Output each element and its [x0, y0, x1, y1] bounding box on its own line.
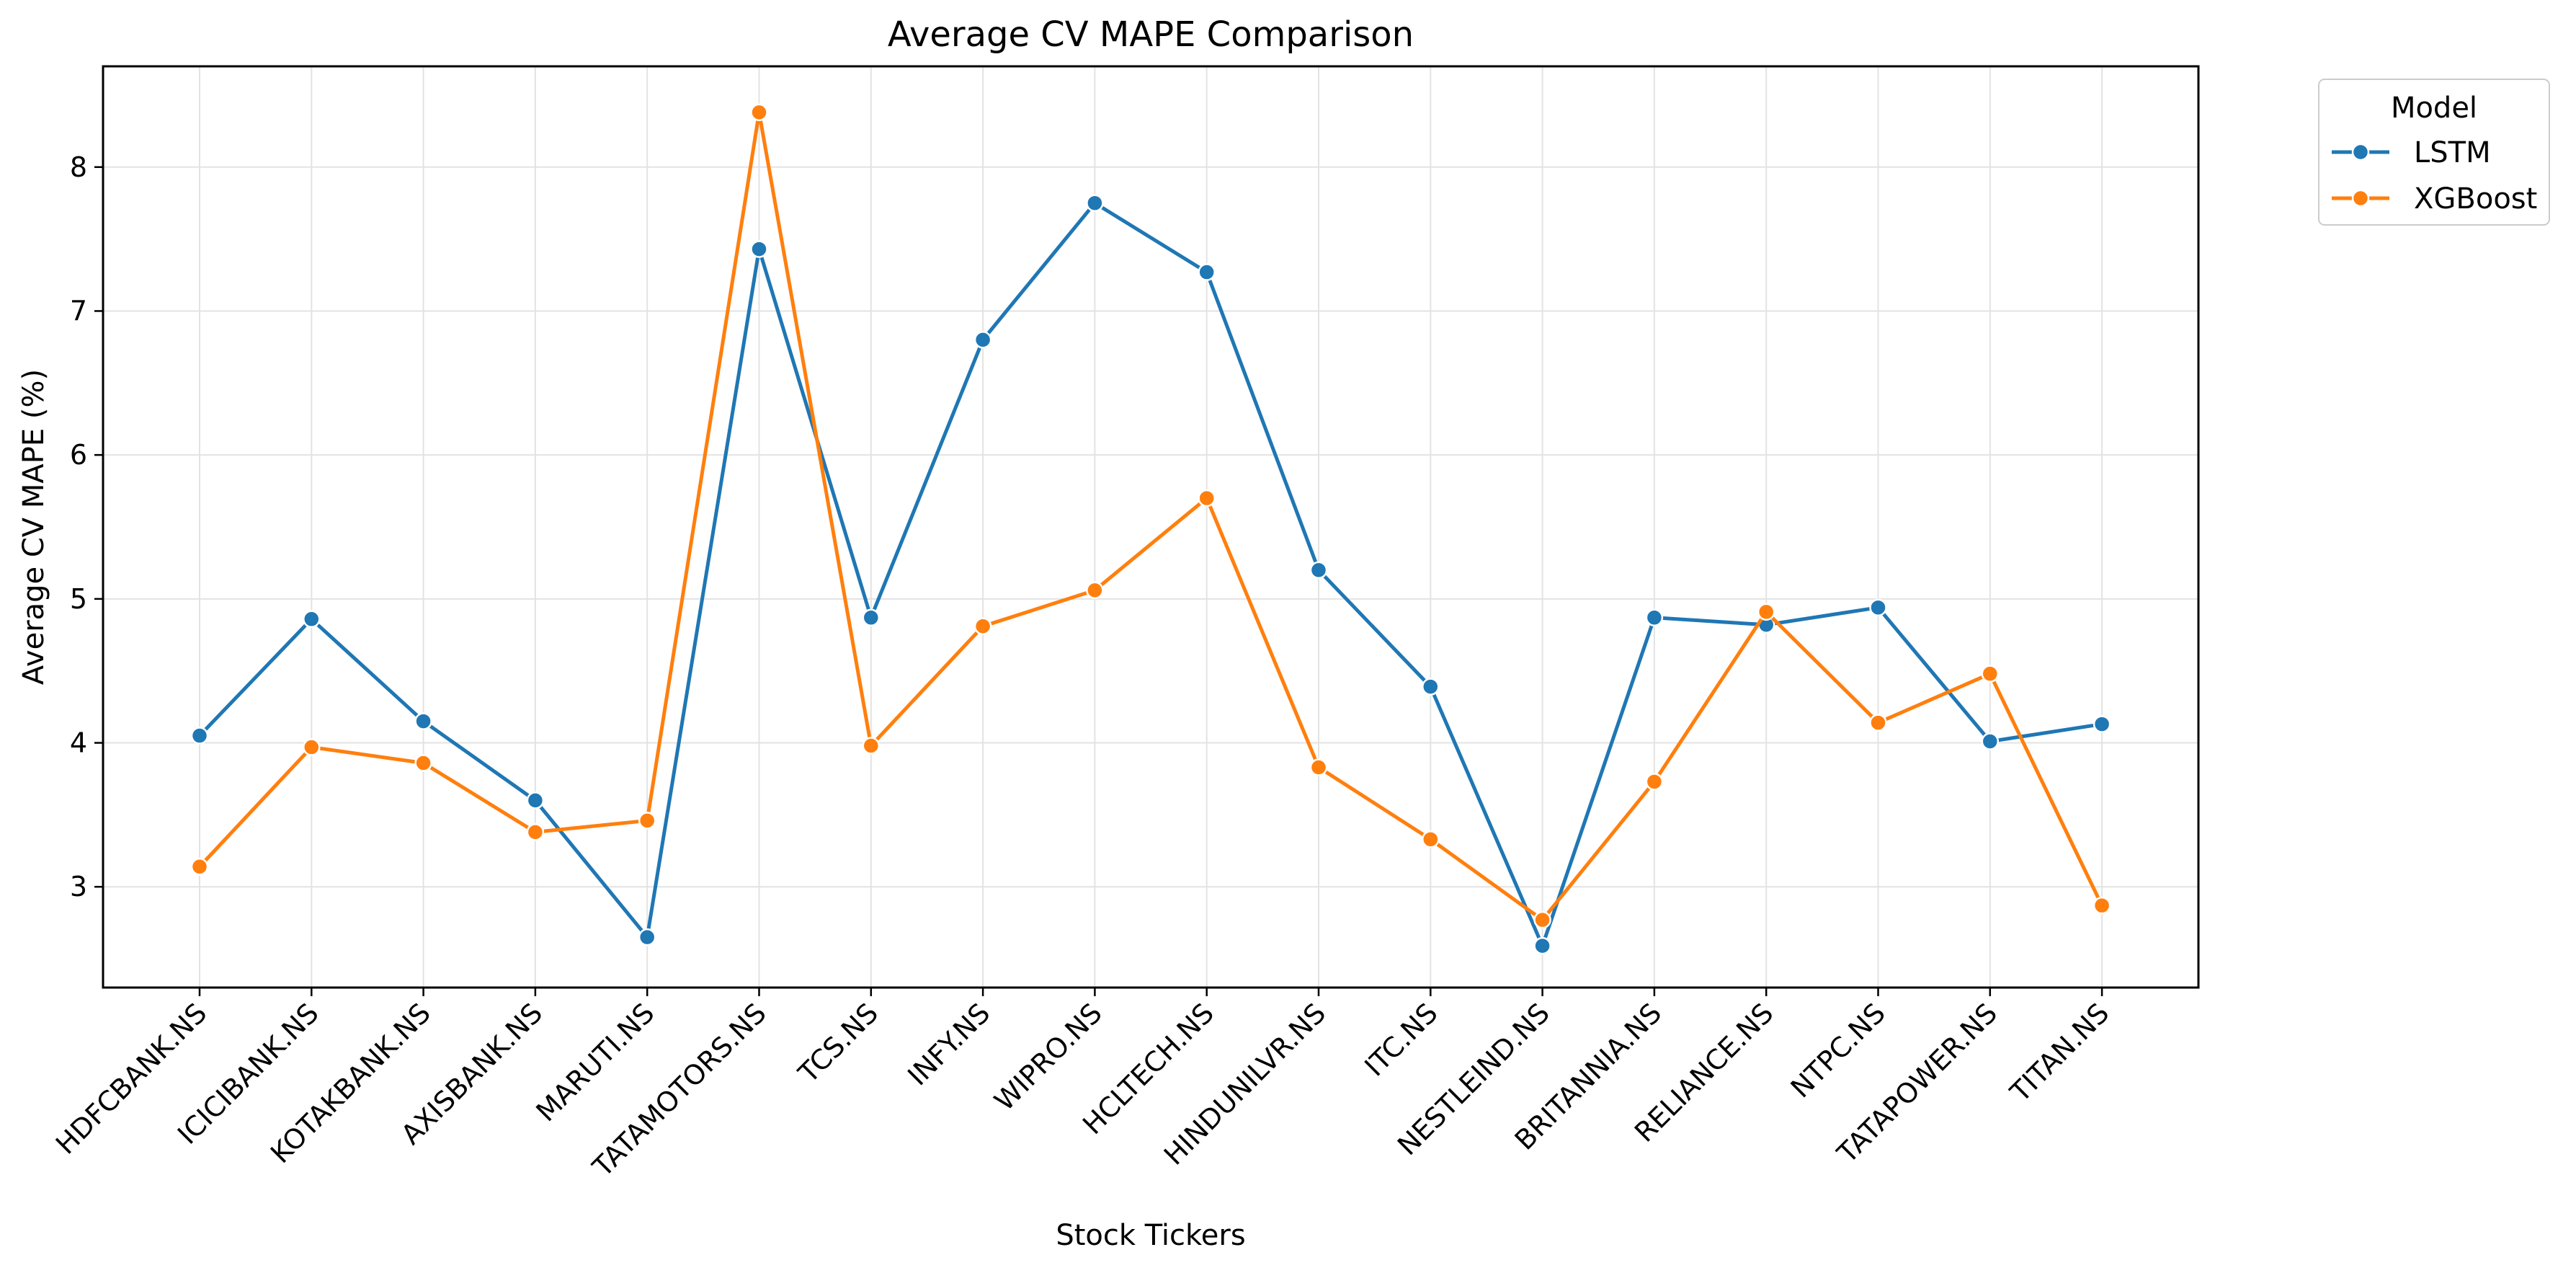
- data-point: [1198, 263, 1216, 281]
- legend-title: Model: [2391, 92, 2477, 125]
- data-point: [414, 712, 432, 730]
- x-axis: HDFCBANK.NSICICIBANK.NSKOTAKBANK.NSAXISB…: [50, 988, 2116, 1184]
- data-point: [1086, 194, 1104, 212]
- data-point: [1533, 910, 1551, 929]
- data-point: [638, 812, 656, 830]
- data-point: [1533, 936, 1551, 955]
- data-point: [1422, 678, 1440, 696]
- data-point: [1086, 581, 1104, 600]
- y-axis-label: Average CV MAPE (%): [17, 369, 50, 685]
- data-point: [862, 608, 881, 627]
- x-tick-label: ITC.NS: [1358, 997, 1443, 1082]
- data-point: [1869, 714, 1887, 732]
- legend-label: LSTM: [2414, 136, 2491, 169]
- data-point: [2093, 715, 2111, 733]
- series-line: [198, 201, 2103, 948]
- y-tick-label: 5: [70, 583, 87, 615]
- plot-area: [102, 65, 2200, 989]
- legend-item: LSTM: [2332, 136, 2491, 169]
- data-point: [1757, 603, 1775, 621]
- data-point: [1645, 608, 1664, 627]
- data-point: [750, 103, 768, 122]
- legend-box: [2318, 79, 2550, 226]
- x-axis-label: Stock Tickers: [1056, 1219, 1245, 1252]
- data-point: [1198, 489, 1216, 507]
- legend-item: XGBoost: [2332, 182, 2537, 216]
- data-point: [190, 727, 209, 745]
- data-point: [1981, 732, 2000, 750]
- series-layer: [190, 103, 2111, 955]
- data-point: [973, 331, 992, 349]
- data-point: [303, 610, 321, 629]
- data-point: [973, 617, 992, 636]
- data-point: [1869, 598, 1887, 617]
- series-lstm: [190, 194, 2111, 955]
- legend: Model LSTM XGBoost: [2318, 79, 2550, 226]
- data-point: [862, 737, 881, 755]
- legend-marker: [2351, 189, 2370, 208]
- x-tick-label: NTPC.NS: [1785, 997, 1891, 1104]
- data-point: [638, 928, 656, 946]
- data-point: [1309, 758, 1328, 776]
- data-point: [526, 823, 545, 841]
- data-point: [1422, 830, 1440, 848]
- y-tick-label: 7: [70, 295, 87, 327]
- y-tick-label: 8: [70, 151, 87, 183]
- y-tick-label: 6: [70, 439, 87, 471]
- x-tick-label: WIPRO.NS: [989, 997, 1108, 1117]
- data-point: [1309, 561, 1328, 580]
- data-point: [1645, 773, 1664, 791]
- legend-marker: [2351, 143, 2370, 161]
- y-tick-label: 3: [70, 871, 87, 902]
- x-tick-label: TITAN.NS: [2004, 997, 2116, 1109]
- series-xgboost: [190, 103, 2111, 929]
- data-point: [303, 738, 321, 756]
- legend-label: XGBoost: [2414, 182, 2537, 216]
- chart-title: Average CV MAPE Comparison: [888, 14, 1414, 55]
- x-tick-label: INFY.NS: [901, 997, 996, 1091]
- y-axis: 3 4 5 6 7 8: [70, 151, 103, 902]
- data-point: [1981, 665, 2000, 683]
- data-point: [526, 791, 545, 810]
- y-tick-label: 4: [70, 727, 87, 759]
- data-point: [750, 240, 768, 258]
- x-tick-label: TCS.NS: [792, 997, 884, 1089]
- data-point: [414, 754, 432, 772]
- series-line: [198, 110, 2104, 922]
- data-point: [190, 858, 209, 876]
- data-point: [2093, 896, 2111, 915]
- grid: [103, 66, 2198, 988]
